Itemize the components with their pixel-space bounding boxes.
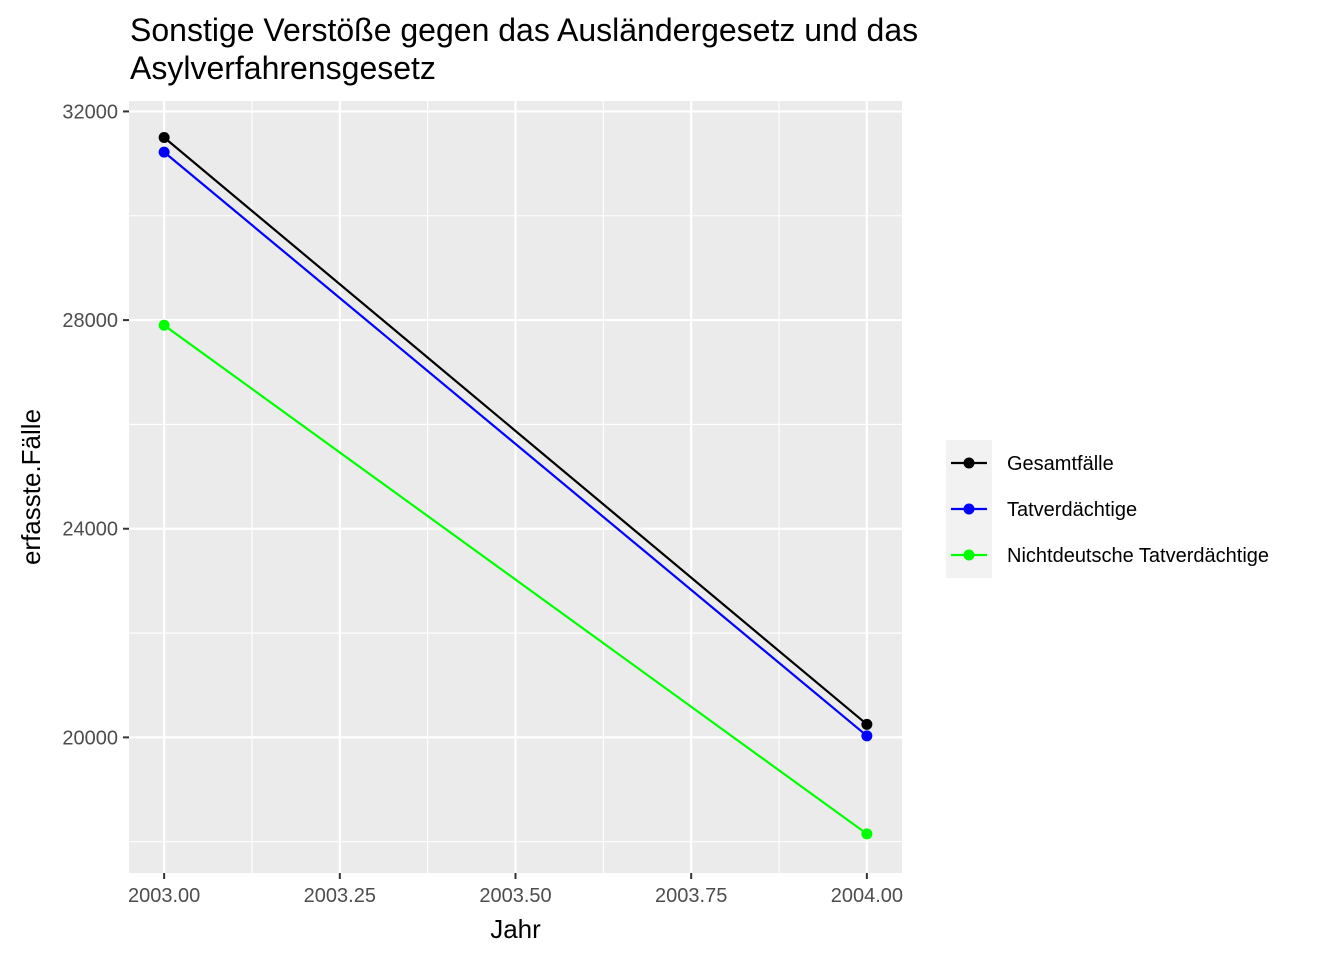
y-tick-label: 24000 [62,519,118,541]
y-axis: 20000 24000 28000 32000 [62,101,129,749]
legend: Gesamtfälle Tatverdächtige Nichtdeutsche T… [946,440,1269,578]
y-tick-label: 32000 [62,101,118,123]
legend-key-point [963,549,975,561]
data-point-series-2 [158,319,170,331]
series-lines [163,136,868,835]
chart-title-line-2: Asylverfahrensgesetz [130,50,436,86]
x-axis-title: Jahr [490,914,541,944]
y-tick-label: 20000 [62,727,118,749]
legend-key-point [963,457,975,469]
legend-label: Nichtdeutsche Tatverdächtige [1007,545,1269,567]
series-line-1 [163,151,868,737]
data-point-series-2 [861,828,873,840]
y-tick-label: 28000 [62,310,118,332]
series-points [158,132,873,840]
x-tick-label: 2003.50 [479,885,551,907]
x-tick-label: 2003.25 [304,885,376,907]
x-tick-label: 2003.00 [128,885,200,907]
x-axis: 2003.00 2003.25 2003.50 2003.75 2004.00 [128,873,903,907]
legend-label: Gesamtfälle [1007,453,1114,475]
y-axis-title: erfasste.Fälle [16,409,46,565]
data-point-series-1 [158,146,170,158]
x-tick-label: 2003.75 [655,885,727,907]
legend-label: Tatverdächtige [1007,499,1137,521]
data-point-series-0 [158,132,170,144]
data-point-series-1 [861,730,873,742]
data-point-series-0 [861,718,873,730]
series-line-2 [163,324,868,835]
chart-title-line-1: Sonstige Verstöße gegen das Ausländerges… [130,12,918,48]
legend-key-point [963,503,975,515]
x-tick-label: 2004.00 [831,885,903,907]
series-line-0 [163,136,868,726]
grid-major [129,101,902,873]
